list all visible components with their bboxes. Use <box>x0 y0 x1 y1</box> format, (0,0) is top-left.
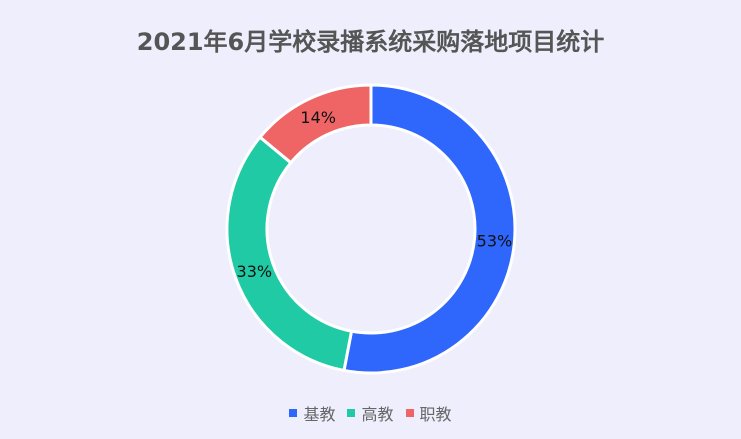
legend-swatch <box>405 409 414 417</box>
legend-swatch <box>347 409 356 417</box>
donut-slice-2[interactable] <box>225 135 354 373</box>
slice-label: 53% <box>477 232 513 251</box>
legend-swatch <box>289 409 298 417</box>
legend-label: 职教 <box>419 405 452 424</box>
legend: 基教 高教 职教 <box>0 401 741 425</box>
legend-label: 高教 <box>361 405 394 424</box>
donut-slice-3[interactable] <box>257 83 373 165</box>
legend-item[interactable]: 高教 <box>347 401 394 425</box>
donut-slice-1[interactable] <box>342 83 517 375</box>
legend-label: 基教 <box>303 405 336 424</box>
slice-label: 33% <box>237 262 273 281</box>
legend-item[interactable]: 职教 <box>405 401 452 425</box>
legend-item[interactable]: 基教 <box>289 401 335 425</box>
slice-label: 14% <box>300 108 336 127</box>
chart-title: 2021年6月学校录播系统采购落地项目统计 <box>136 28 605 56</box>
